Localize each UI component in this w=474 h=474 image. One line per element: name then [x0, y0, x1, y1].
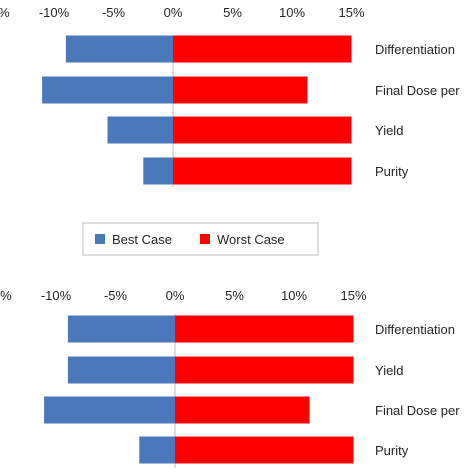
x-tick-label: -15% [0, 5, 10, 20]
category-label: Final Dose per [375, 83, 460, 98]
legend: Best Case Worst Case [82, 222, 319, 256]
category-label: Differentiation [375, 322, 455, 337]
legend-swatch-worst-case [200, 234, 210, 244]
x-tick-label: -5% [104, 288, 128, 303]
bar-worst-case [173, 76, 308, 104]
x-tick-label: 5% [223, 5, 242, 20]
chart-bottom: -15% -10% -5% 0% 5% 10% 15% Differentiation Yie… [0, 288, 460, 468]
category-label: Purity [375, 443, 409, 458]
bar-worst-case [173, 157, 352, 185]
category-label: Purity [375, 164, 409, 179]
bar-best-case [139, 436, 175, 464]
x-tick-label: -5% [102, 5, 126, 20]
x-tick-label: 10% [281, 288, 307, 303]
chart-top: -15% -10% -5% 0% 5% 10% 15% Differentiation Fin… [0, 5, 460, 187]
bar-worst-case [173, 116, 352, 144]
category-label: Yield [375, 363, 403, 378]
bar-worst-case [175, 436, 354, 464]
x-tick-label: 0% [166, 288, 185, 303]
category-label: Final Dose per [375, 403, 460, 418]
bar-worst-case [173, 35, 352, 63]
bar-best-case [67, 356, 175, 384]
bar-best-case [143, 157, 174, 185]
x-tick-labels: -15% -10% -5% 0% 5% 10% 15% [0, 5, 365, 20]
bar-worst-case [175, 396, 310, 424]
bar-best-case [44, 396, 175, 424]
x-tick-label: 0% [164, 5, 183, 20]
bar-worst-case [175, 315, 354, 343]
bar-best-case [107, 116, 173, 144]
bar-best-case [67, 315, 175, 343]
category-label: Differentiation [375, 42, 455, 57]
x-tick-label: -10% [41, 288, 72, 303]
bar-worst-case [175, 356, 354, 384]
legend-swatch-best-case [95, 234, 105, 244]
bar-best-case [65, 35, 173, 63]
legend-label-worst-case: Worst Case [217, 232, 285, 247]
legend-label-best-case: Best Case [112, 232, 172, 247]
x-tick-labels: -15% -10% -5% 0% 5% 10% 15% [0, 288, 367, 303]
x-tick-label: 15% [338, 5, 364, 20]
x-tick-label: 10% [279, 5, 305, 20]
category-label: Yield [375, 123, 403, 138]
x-tick-label: -10% [39, 5, 70, 20]
category-labels: Differentiation Yield Final Dose per Purity [375, 322, 460, 458]
bar-best-case [42, 76, 173, 104]
x-tick-label: 15% [340, 288, 366, 303]
bars [42, 35, 352, 185]
x-tick-label: 5% [225, 288, 244, 303]
x-tick-label: -15% [0, 288, 12, 303]
category-labels: Differentiation Final Dose per Yield Purity [375, 42, 460, 179]
bars [44, 315, 354, 464]
